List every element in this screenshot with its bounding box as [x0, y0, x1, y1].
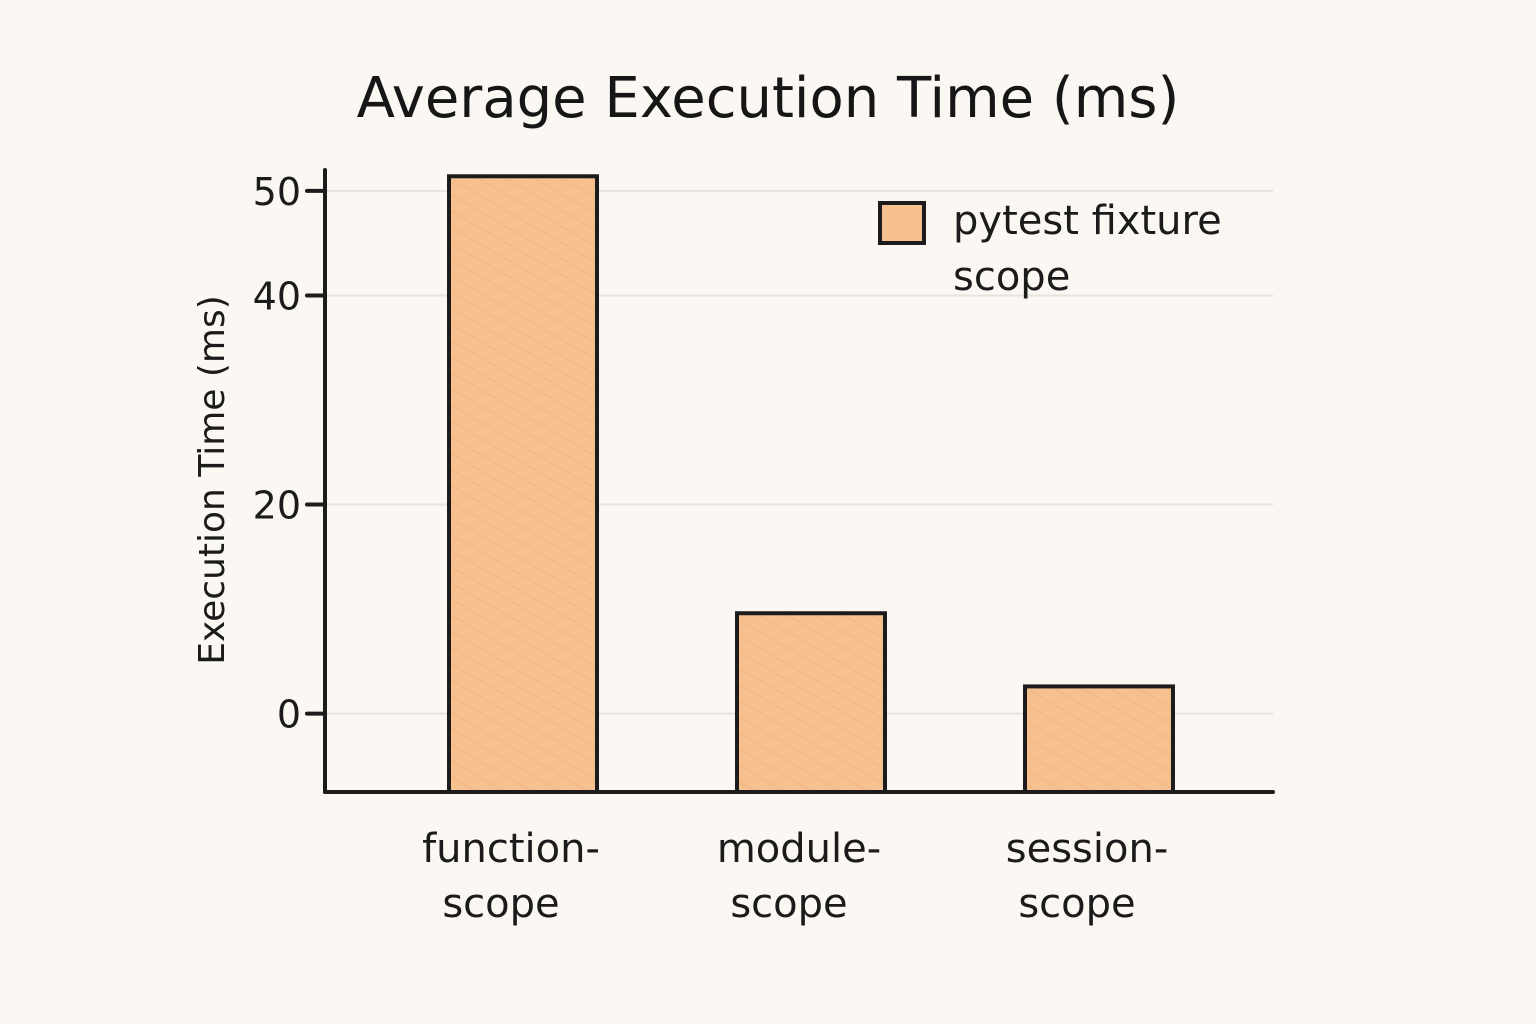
y-axis-label: Execution Time (ms) [192, 295, 233, 665]
x-tick-labels: function-scope module-scope session-scope [422, 826, 1168, 927]
bar-0 [447, 174, 599, 794]
x-tick-label: scope [730, 881, 847, 927]
legend: pytest fixture scope [878, 198, 1222, 300]
legend-label-line-1: pytest fixture [953, 198, 1222, 244]
bar-2 [1023, 684, 1175, 794]
y-ticks: 0 20 40 50 [253, 170, 327, 737]
y-tick-label: 50 [253, 170, 301, 214]
x-tick-label: function- [422, 826, 600, 872]
x-tick-label: scope [442, 881, 559, 927]
x-tick-label: session- [1006, 826, 1169, 872]
y-tick-label: 40 [253, 274, 301, 318]
x-tick-label: module- [717, 826, 881, 872]
x-tick-label: scope [1018, 881, 1135, 927]
bar-texture [449, 176, 597, 792]
legend-swatch [878, 201, 926, 245]
y-tick-label: 20 [253, 484, 301, 528]
bar-texture [1025, 686, 1173, 792]
bar-texture [737, 613, 885, 792]
bar-1 [735, 611, 887, 795]
legend-label-line-2: scope [953, 254, 1070, 300]
y-tick-label: 0 [277, 693, 301, 737]
chart-title: Average Execution Time (ms) [357, 66, 1180, 131]
